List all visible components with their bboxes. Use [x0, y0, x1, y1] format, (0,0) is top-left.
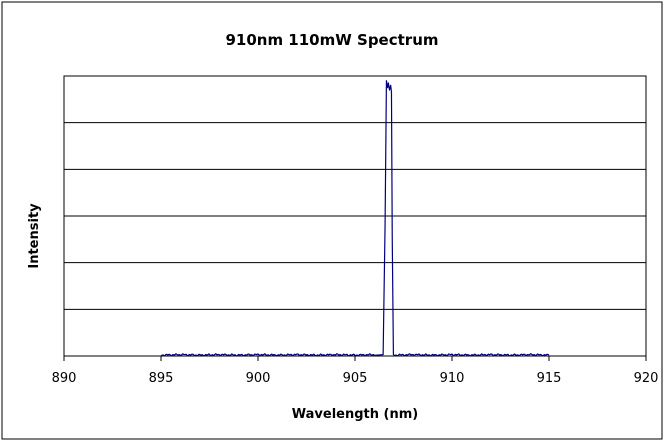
x-tick-label-900: 900 — [246, 371, 271, 386]
x-tick-label-890: 890 — [52, 371, 77, 386]
x-axis-ticks: 890 895 900 905 910 915 920 — [52, 356, 659, 386]
y-axis-label: Intensity — [27, 203, 42, 269]
x-tick-label-910: 910 — [440, 371, 465, 386]
x-tick-label-920: 920 — [634, 371, 659, 386]
x-axis-label: Wavelength (nm) — [292, 407, 418, 422]
x-tick-label-915: 915 — [537, 371, 562, 386]
series-layer — [160, 80, 550, 357]
x-tick-label-905: 905 — [343, 371, 368, 386]
x-tick-label-895: 895 — [149, 371, 174, 386]
chart-title: 910nm 110mW Spectrum — [225, 31, 438, 49]
series-line-1 — [160, 80, 550, 357]
gridlines — [64, 75, 646, 310]
